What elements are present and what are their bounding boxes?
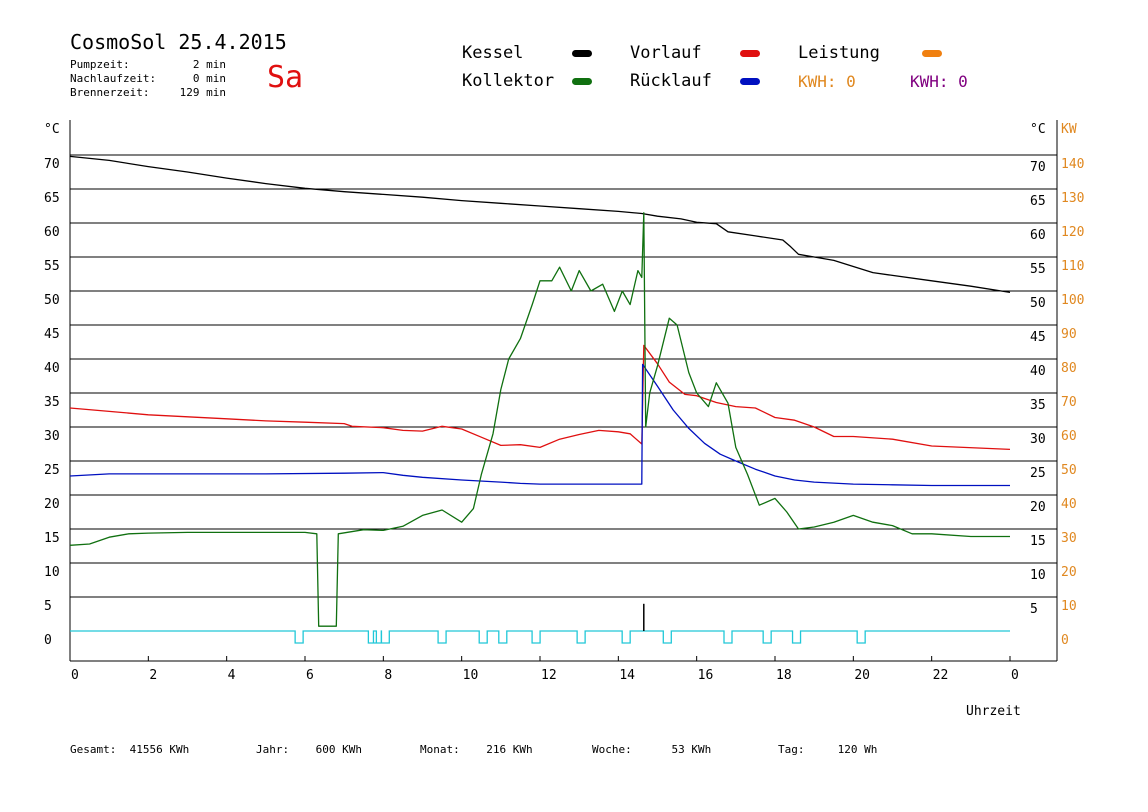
legend-ruecklauf-label: Rücklauf bbox=[630, 71, 712, 91]
y-tick-left-60: 60 bbox=[44, 225, 60, 240]
weekday-label: Sa bbox=[267, 60, 304, 95]
footer-gesamt: Gesamt: 41556 KWh bbox=[70, 743, 190, 756]
kw-tick-0: 0 bbox=[1061, 633, 1069, 648]
kw-tick-50: 50 bbox=[1061, 463, 1077, 478]
kw-tick-70: 70 bbox=[1061, 395, 1077, 410]
kw-tick-30: 30 bbox=[1061, 531, 1077, 546]
x-tick-label-5: 10 bbox=[463, 668, 479, 683]
legend-vorlauf-label: Vorlauf bbox=[630, 43, 702, 63]
footer-woche: Woche: 53 KWh bbox=[592, 743, 712, 756]
kw-tick-140: 140 bbox=[1061, 157, 1084, 172]
footer-tag: Tag: 120 Wh bbox=[778, 743, 878, 756]
pump-status-line bbox=[70, 630, 1010, 644]
y-tick-left-15: 15 bbox=[44, 531, 60, 546]
kw-tick-110: 110 bbox=[1061, 259, 1084, 274]
kw-tick-130: 130 bbox=[1061, 191, 1084, 206]
y-tick-left-30: 30 bbox=[44, 429, 60, 444]
legend-kollektor-swatch bbox=[572, 78, 592, 85]
y-axis-unit-right: °C bbox=[1030, 122, 1046, 137]
series-line-kessel bbox=[69, 155, 1011, 294]
y-tick-left-5: 5 bbox=[44, 599, 52, 614]
y-tick-right-15: 15 bbox=[1030, 534, 1046, 549]
y-tick-left-0: 0 bbox=[44, 633, 52, 648]
x-tick-label-8: 16 bbox=[698, 668, 714, 683]
kw-tick-90: 90 bbox=[1061, 327, 1077, 342]
y-tick-left-65: 65 bbox=[44, 191, 60, 206]
x-axis-label: Uhrzeit bbox=[966, 704, 1021, 719]
y-tick-right-25: 25 bbox=[1030, 466, 1046, 481]
kw-tick-80: 80 bbox=[1061, 361, 1077, 376]
y-tick-left-10: 10 bbox=[44, 565, 60, 580]
y-tick-right-5: 5 bbox=[1030, 602, 1038, 617]
y-tick-right-60: 60 bbox=[1030, 228, 1046, 243]
x-tick-label-2: 4 bbox=[228, 668, 236, 683]
kwh-counter-2: KWH: 0 bbox=[910, 72, 968, 91]
series-line-vorlauf bbox=[69, 344, 1011, 451]
y-tick-left-25: 25 bbox=[44, 463, 60, 478]
legend-leistung-swatch bbox=[922, 50, 942, 57]
y-tick-left-50: 50 bbox=[44, 293, 60, 308]
x-tick-label-11: 22 bbox=[933, 668, 949, 683]
y-axis-unit-left: °C bbox=[44, 122, 60, 137]
y-tick-right-30: 30 bbox=[1030, 432, 1046, 447]
y-tick-right-65: 65 bbox=[1030, 194, 1046, 209]
legend-kessel-label: Kessel bbox=[462, 43, 524, 63]
footer-jahr: Jahr: 600 KWh bbox=[256, 743, 362, 756]
x-tick-label-12: 0 bbox=[1011, 668, 1019, 683]
after-run-time: Nachlaufzeit: 0 min bbox=[70, 72, 226, 85]
kwh-counter-1: KWH: 0 bbox=[798, 72, 856, 91]
y-tick-right-40: 40 bbox=[1030, 364, 1046, 379]
kw-tick-100: 100 bbox=[1061, 293, 1084, 308]
chart-title: CosmoSol 25.4.2015 bbox=[70, 30, 287, 54]
y-tick-left-35: 35 bbox=[44, 395, 60, 410]
x-tick-label-1: 2 bbox=[149, 668, 157, 683]
y-tick-right-45: 45 bbox=[1030, 330, 1046, 345]
kw-tick-120: 120 bbox=[1061, 225, 1084, 240]
legend-kollektor-label: Kollektor bbox=[462, 71, 555, 91]
y-tick-right-35: 35 bbox=[1030, 398, 1046, 413]
x-tick-label-7: 14 bbox=[619, 668, 635, 683]
legend-kessel-swatch bbox=[572, 50, 592, 57]
legend-leistung-label: Leistung bbox=[798, 43, 880, 63]
series-line-ruecklauf bbox=[69, 363, 1010, 487]
x-tick-label-6: 12 bbox=[541, 668, 557, 683]
x-tick-label-9: 18 bbox=[776, 668, 792, 683]
burner-time: Brennerzeit: 129 min bbox=[70, 86, 226, 99]
x-tick-label-3: 6 bbox=[306, 668, 314, 683]
y-tick-right-55: 55 bbox=[1030, 262, 1046, 277]
y-tick-left-70: 70 bbox=[44, 157, 60, 172]
legend-vorlauf-swatch bbox=[740, 50, 760, 57]
y-tick-right-10: 10 bbox=[1030, 568, 1046, 583]
kw-tick-40: 40 bbox=[1061, 497, 1077, 512]
x-tick-label-10: 20 bbox=[854, 668, 870, 683]
footer-monat: Monat: 216 KWh bbox=[420, 743, 533, 756]
legend-ruecklauf-swatch bbox=[740, 78, 760, 85]
y-tick-right-20: 20 bbox=[1030, 500, 1046, 515]
y-tick-right-50: 50 bbox=[1030, 296, 1046, 311]
x-tick-label-0: 0 bbox=[71, 668, 79, 683]
y-tick-left-40: 40 bbox=[44, 361, 60, 376]
y-tick-left-20: 20 bbox=[44, 497, 60, 512]
kw-tick-10: 10 bbox=[1061, 599, 1077, 614]
y-tick-left-55: 55 bbox=[44, 259, 60, 274]
series-line-kollektor bbox=[69, 212, 1010, 627]
kw-axis-unit: KW bbox=[1061, 122, 1077, 137]
y-tick-right-70: 70 bbox=[1030, 160, 1046, 175]
x-tick-label-4: 8 bbox=[384, 668, 392, 683]
kw-tick-20: 20 bbox=[1061, 565, 1077, 580]
pump-time: Pumpzeit: 2 min bbox=[70, 58, 226, 71]
y-tick-left-45: 45 bbox=[44, 327, 60, 342]
kw-tick-60: 60 bbox=[1061, 429, 1077, 444]
